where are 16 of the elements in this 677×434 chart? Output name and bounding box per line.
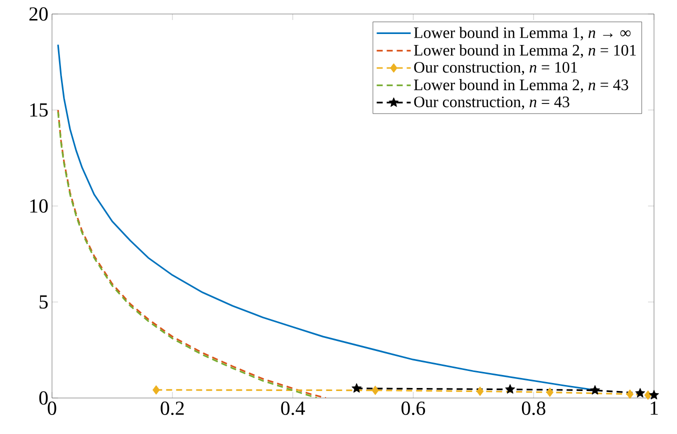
x-tick-label: 0.2 xyxy=(160,402,184,416)
y-tick-label: 10 xyxy=(30,199,48,213)
legend-label: Lower bound in Lemma 1, n → ∞ xyxy=(414,26,631,40)
y-tick-label: 0 xyxy=(39,391,48,405)
legend-label: Our construction, n = 101 xyxy=(414,62,577,75)
x-tick-label: 1 xyxy=(650,402,658,415)
x-tick-label: 0.8 xyxy=(522,402,546,416)
y-tick-label: 20 xyxy=(29,7,48,21)
legend-label: Our construction, n = 43 xyxy=(414,96,570,110)
legend-label: Lower bound in Lemma 2, n = 43 xyxy=(414,79,628,93)
x-tick-label: 0.4 xyxy=(281,402,305,416)
y-tick-label: 15 xyxy=(30,103,48,117)
legend-label: Lower bound in Lemma 2, n = 101 xyxy=(414,44,636,58)
x-tick-label: 0.6 xyxy=(402,402,426,416)
x-tick-label: 0 xyxy=(48,402,56,415)
y-tick-label: 5 xyxy=(40,295,48,309)
